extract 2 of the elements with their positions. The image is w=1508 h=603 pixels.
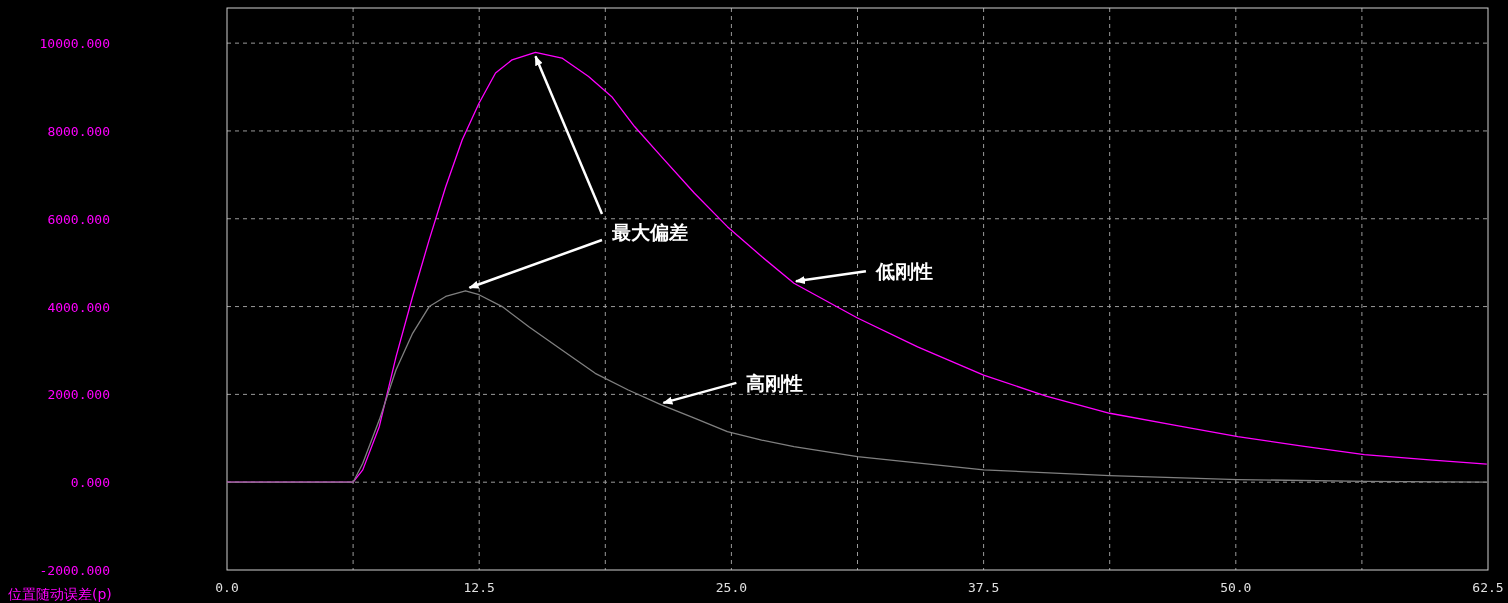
annotation: 最大偏差 (612, 221, 688, 243)
ylabel: 位置随动误差(p) (8, 586, 112, 602)
